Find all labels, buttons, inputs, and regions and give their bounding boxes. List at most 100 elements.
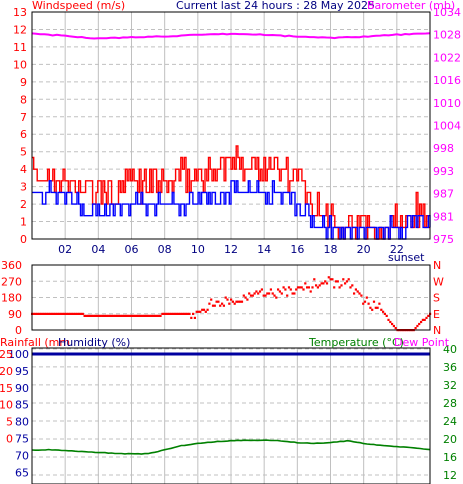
direction-point bbox=[230, 298, 233, 301]
direction-point bbox=[38, 312, 41, 315]
direction-point bbox=[193, 316, 196, 319]
direction-point bbox=[264, 294, 267, 297]
direction-point bbox=[248, 292, 251, 295]
direction-point bbox=[354, 288, 357, 291]
x-tick-label: 08 bbox=[158, 243, 172, 256]
direction-point bbox=[295, 288, 298, 291]
direction-point bbox=[121, 314, 124, 317]
direction-point bbox=[262, 294, 265, 297]
direction-point bbox=[173, 312, 177, 315]
direction-point bbox=[284, 288, 287, 291]
direction-point bbox=[387, 318, 390, 321]
direction-y-tick: 270 bbox=[1, 275, 22, 288]
direction-point bbox=[126, 314, 130, 317]
direction-point bbox=[302, 288, 305, 291]
direction-point bbox=[150, 314, 153, 317]
humidity-y-tick: 80 bbox=[15, 416, 29, 429]
humidity-y-tick: 85 bbox=[15, 399, 29, 412]
direction-point bbox=[425, 316, 428, 319]
direction-point bbox=[371, 308, 374, 311]
rainfall-y-tick: 25 bbox=[0, 348, 13, 361]
direction-point bbox=[349, 286, 352, 289]
x-tick-label: 22 bbox=[390, 243, 404, 256]
rainfall-y-tick: 0 bbox=[6, 433, 13, 446]
direction-point bbox=[298, 286, 301, 289]
direction-point bbox=[210, 298, 213, 301]
direction-point bbox=[356, 290, 359, 293]
direction-point bbox=[318, 284, 321, 287]
direction-point bbox=[70, 312, 73, 315]
humidity-y-tick: 65 bbox=[15, 466, 29, 479]
direction-point bbox=[65, 312, 68, 315]
direction-point bbox=[155, 314, 158, 317]
direction-point bbox=[152, 314, 155, 317]
direction-point bbox=[201, 308, 204, 311]
direction-point bbox=[427, 314, 430, 317]
direction-point bbox=[367, 302, 370, 305]
direction-point bbox=[266, 292, 269, 295]
wind-y-tick: 3 bbox=[20, 181, 27, 194]
direction-point bbox=[342, 278, 345, 281]
direction-point bbox=[94, 314, 97, 317]
direction-point bbox=[365, 296, 368, 299]
direction-point bbox=[166, 312, 169, 315]
direction-point bbox=[269, 288, 272, 291]
temp-panel-frame bbox=[31, 347, 431, 484]
direction-point bbox=[418, 322, 421, 326]
x-tick-label: 10 bbox=[191, 243, 205, 256]
direction-point bbox=[208, 302, 211, 305]
direction-point bbox=[420, 320, 423, 324]
compass-label: N bbox=[433, 324, 441, 337]
rainfall-label: Rainfall (mm bbox=[0, 336, 71, 349]
direction-point bbox=[282, 286, 285, 289]
direction-point bbox=[325, 282, 329, 285]
direction-point bbox=[233, 302, 236, 305]
wind-y-tick: 13 bbox=[13, 6, 27, 19]
direction-point bbox=[278, 290, 281, 293]
direction-point bbox=[52, 312, 55, 315]
x-tick-label: 20 bbox=[357, 243, 371, 256]
direction-point bbox=[175, 312, 178, 315]
direction-y-tick: 90 bbox=[8, 308, 22, 321]
barometer-y-tick: 1034 bbox=[433, 6, 461, 19]
barometer-y-tick: 1022 bbox=[433, 51, 461, 64]
temperature-y-tick: 28 bbox=[443, 397, 457, 410]
direction-point bbox=[132, 314, 135, 317]
wind-y-tick: 7 bbox=[20, 111, 27, 124]
humidity-y-tick: 100 bbox=[8, 348, 29, 361]
direction-point bbox=[311, 286, 314, 289]
chart-title: Current last 24 hours : 28 May 2025 bbox=[176, 0, 375, 12]
direction-point bbox=[143, 314, 146, 317]
direction-point bbox=[316, 286, 319, 289]
direction-point bbox=[224, 296, 227, 299]
direction-point bbox=[172, 312, 175, 315]
rainfall-y-tick: 20 bbox=[0, 365, 13, 378]
wind-y-tick: 4 bbox=[20, 163, 27, 176]
direction-y-tick: 360 bbox=[1, 259, 22, 272]
temperature-y-tick: 36 bbox=[443, 361, 457, 374]
direction-point bbox=[56, 312, 59, 315]
direction-y-tick: 0 bbox=[15, 324, 22, 337]
wind-y-tick: 11 bbox=[13, 41, 27, 54]
direction-point bbox=[130, 314, 133, 317]
direction-point bbox=[45, 312, 48, 315]
direction-point bbox=[161, 312, 164, 315]
direction-point bbox=[211, 304, 215, 307]
direction-point bbox=[107, 314, 110, 317]
direction-point bbox=[125, 314, 128, 317]
wind-panel-frame bbox=[31, 11, 431, 240]
direction-point bbox=[286, 294, 289, 297]
direction-point bbox=[139, 314, 142, 317]
direction-point bbox=[324, 280, 327, 283]
direction-point bbox=[382, 310, 385, 313]
direction-point bbox=[79, 312, 82, 315]
direction-point bbox=[258, 290, 262, 293]
direction-point bbox=[242, 294, 245, 297]
direction-point bbox=[47, 312, 50, 315]
direction-point bbox=[97, 314, 101, 317]
direction-point bbox=[112, 314, 115, 317]
wind-y-tick: 8 bbox=[20, 93, 27, 106]
direction-point bbox=[137, 314, 140, 317]
direction-point bbox=[123, 314, 126, 317]
